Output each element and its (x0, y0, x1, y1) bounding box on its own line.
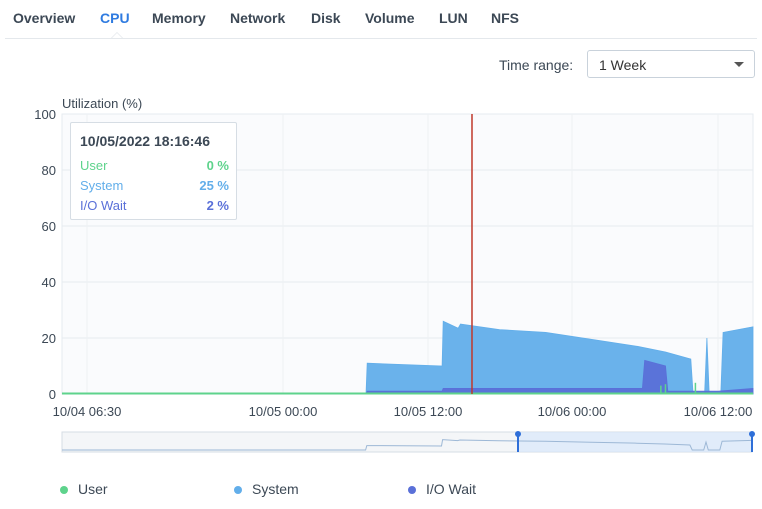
legend-user-dot (60, 486, 68, 494)
tab-overview[interactable]: Overview (13, 10, 76, 26)
x-tick-label: 10/06 12:00 (684, 404, 753, 419)
y-tick-label: 40 (42, 275, 56, 290)
time-range-value: 1 Week (599, 57, 647, 73)
y-tick-label: 0 (49, 387, 56, 402)
tab-disk[interactable]: Disk (311, 10, 341, 26)
legend-system-label: System (252, 481, 299, 497)
tab-lun[interactable]: LUN (439, 10, 468, 26)
tooltip-iowait-value: 2 % (206, 198, 229, 213)
tab-nfs[interactable]: NFS (491, 10, 519, 26)
navigator-handle-knob[interactable] (515, 431, 521, 437)
navigator-selection (518, 432, 752, 452)
tab-cpu[interactable]: CPU (100, 10, 130, 26)
legend-iowait[interactable]: I/O Wait (408, 481, 477, 497)
time-range-label: Time range: (499, 57, 574, 73)
tooltip-system-label: System (80, 178, 124, 193)
y-tick-label: 80 (42, 163, 56, 178)
tooltip-time: 10/05/2022 18:16:46 (80, 133, 210, 149)
active-tab-indicator (111, 32, 123, 38)
legend-iowait-dot (408, 486, 416, 494)
tooltip-user-label: User (80, 158, 108, 173)
x-tick-label: 10/05 12:00 (394, 404, 463, 419)
y-tick-label: 20 (42, 331, 56, 346)
chevron-down-icon (734, 62, 744, 67)
tab-memory[interactable]: Memory (152, 10, 206, 26)
tooltip-user-value: 0 % (206, 158, 229, 173)
x-tick-label: 10/05 00:00 (249, 404, 318, 419)
series-iowait-area (62, 359, 754, 395)
legend-iowait-label: I/O Wait (426, 481, 477, 497)
time-range-select[interactable]: 1 Week (587, 50, 755, 78)
tooltip-system-value: 25 % (199, 178, 229, 193)
legend-user[interactable]: User (60, 481, 108, 497)
y-tick-label: 100 (34, 107, 56, 122)
tooltip-iowait-label: I/O Wait (80, 198, 127, 213)
y-tick-label: 60 (42, 219, 56, 234)
y-axis-title: Utilization (%) (62, 96, 143, 111)
tab-bar: Overview CPU Memory Network Disk Volume … (5, 0, 757, 39)
navigator-series-line (62, 439, 753, 451)
legend-user-label: User (78, 481, 108, 497)
legend-system-dot (234, 486, 242, 494)
tab-volume[interactable]: Volume (365, 10, 415, 26)
legend-system[interactable]: System (234, 481, 299, 497)
x-tick-label: 10/06 00:00 (538, 404, 607, 419)
series-system-area (62, 320, 754, 395)
chart-tooltip: 10/05/2022 18:16:46 User 0 % System 25 %… (70, 122, 237, 220)
tab-network[interactable]: Network (230, 10, 286, 26)
x-tick-label: 10/04 06:30 (53, 404, 122, 419)
navigator-handle-knob[interactable] (749, 431, 755, 437)
